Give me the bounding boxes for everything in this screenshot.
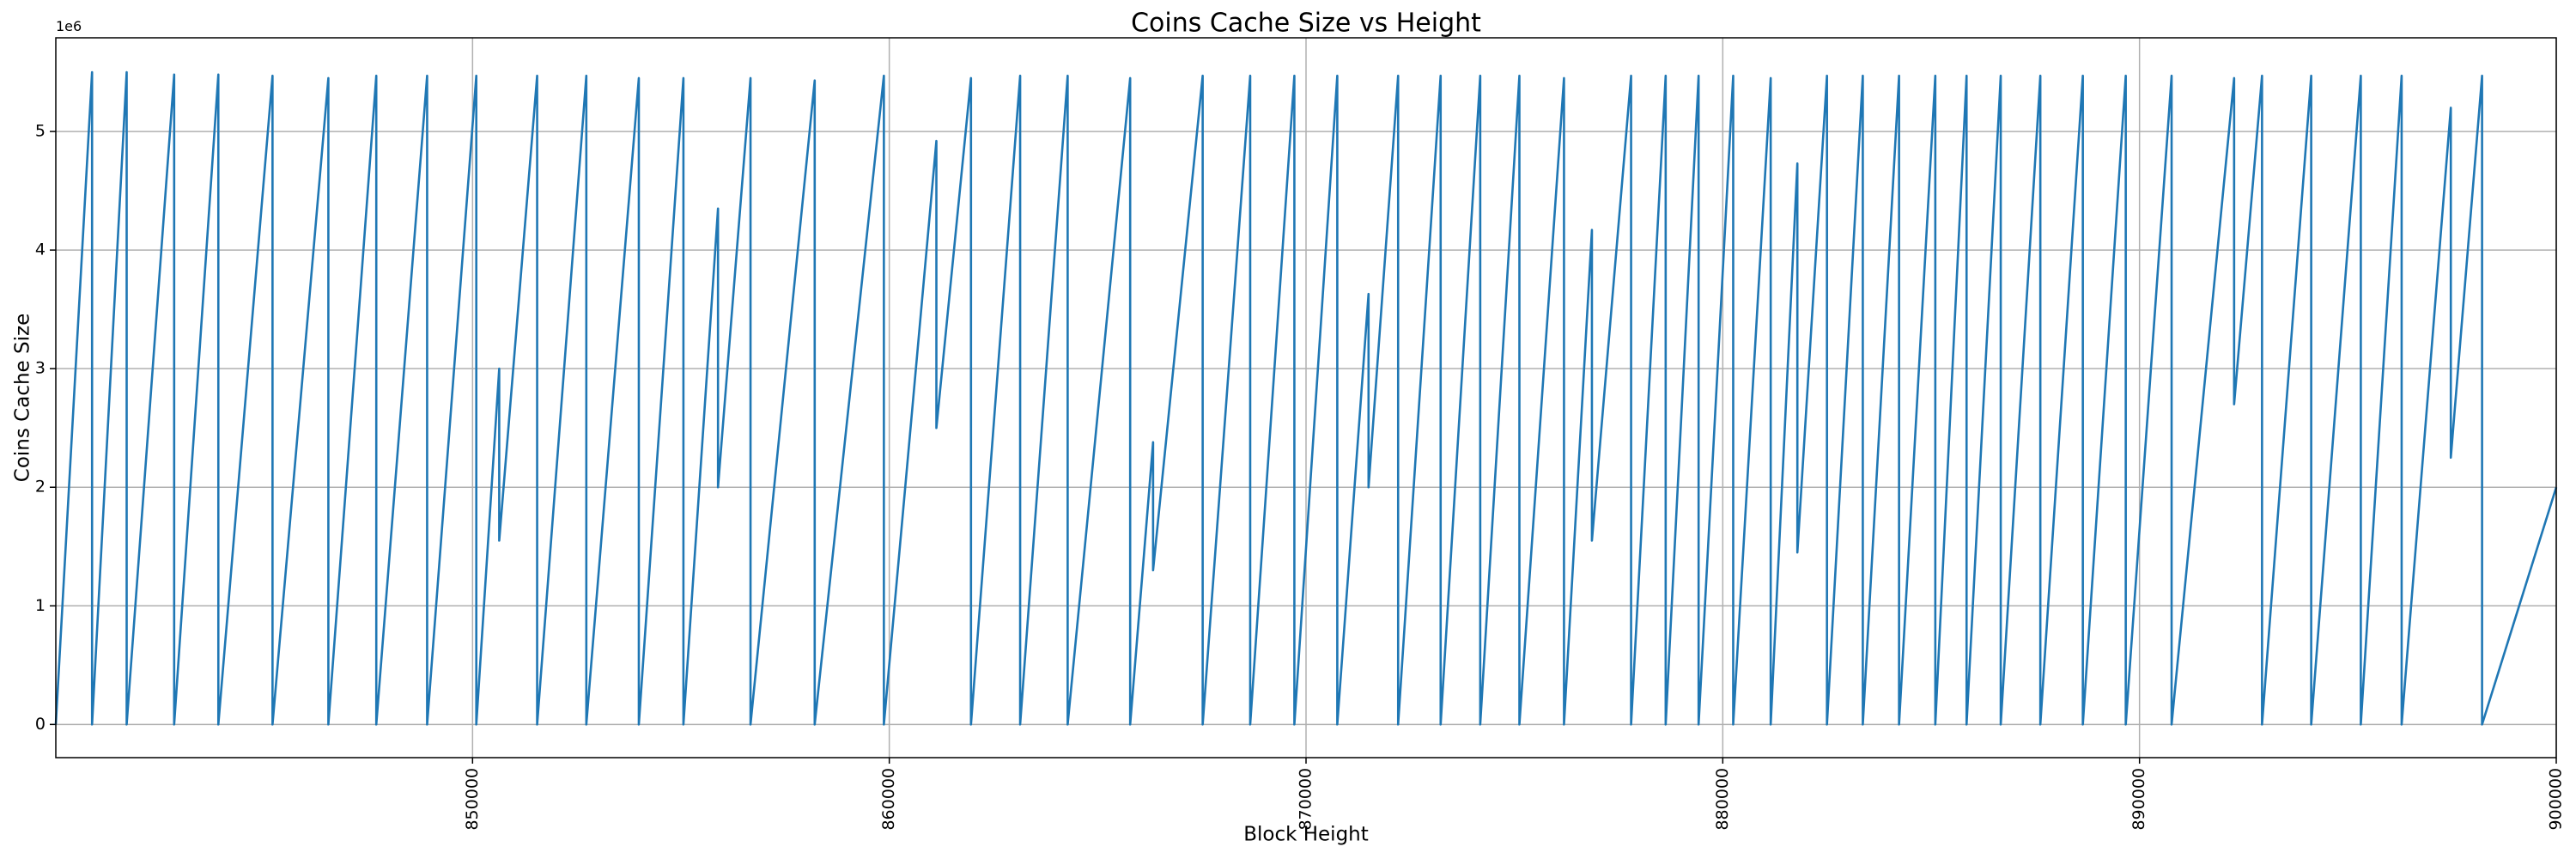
x-tick-label: 900000 xyxy=(2547,768,2566,831)
y-tick-label: 1 xyxy=(35,596,46,615)
y-offset-label: 1e6 xyxy=(56,18,82,34)
y-tick-label: 5 xyxy=(35,122,46,141)
y-tick-label: 3 xyxy=(35,359,46,378)
y-axis-label: Coins Cache Size xyxy=(12,314,34,482)
chart-title: Coins Cache Size vs Height xyxy=(1131,9,1481,39)
x-tick-label: 880000 xyxy=(1713,768,1732,831)
plot-frame xyxy=(55,37,2557,758)
x-tick-label: 870000 xyxy=(1297,768,1315,831)
y-tick-label: 0 xyxy=(35,715,46,734)
data-line xyxy=(54,70,2558,726)
x-tick-label: 860000 xyxy=(879,768,898,831)
x-tick-label: 890000 xyxy=(2129,768,2148,831)
x-axis-label: Block Height xyxy=(1243,824,1369,846)
y-tick-label: 2 xyxy=(35,478,46,497)
x-tick-label: 850000 xyxy=(463,768,482,831)
y-tick-label: 4 xyxy=(35,241,46,259)
